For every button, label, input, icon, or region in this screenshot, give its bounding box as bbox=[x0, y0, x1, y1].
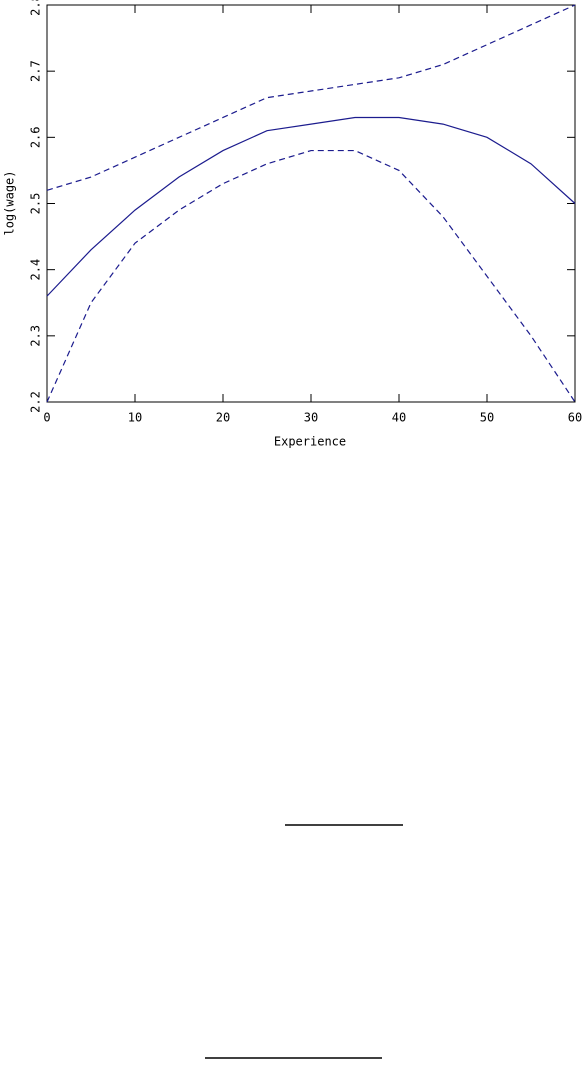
y-tick-label: 2.3 bbox=[29, 325, 43, 347]
y-tick-label: 2.5 bbox=[29, 193, 43, 215]
x-tick-label: 20 bbox=[216, 411, 230, 425]
x-tick-label: 50 bbox=[480, 411, 494, 425]
series-line bbox=[46, 149, 576, 403]
y-tick-label: 2.2 bbox=[29, 391, 43, 413]
x-tick-label: 0 bbox=[43, 411, 50, 425]
y-tick-label: 2.8 bbox=[29, 0, 43, 16]
series-line bbox=[46, 4, 576, 191]
y-axis-label: log(wage) bbox=[3, 170, 17, 235]
x-tick-label: 60 bbox=[568, 411, 582, 425]
x-tick-label: 40 bbox=[392, 411, 406, 425]
x-tick-label: 30 bbox=[304, 411, 318, 425]
y-tick-label: 2.6 bbox=[29, 126, 43, 148]
y-tick-label: 2.4 bbox=[29, 259, 43, 281]
y-tick-label: 2.7 bbox=[29, 60, 43, 82]
x-tick-label: 10 bbox=[128, 411, 142, 425]
x-axis-label: Experience bbox=[274, 435, 346, 449]
series-line bbox=[46, 116, 576, 297]
plot-frame bbox=[46, 4, 576, 403]
